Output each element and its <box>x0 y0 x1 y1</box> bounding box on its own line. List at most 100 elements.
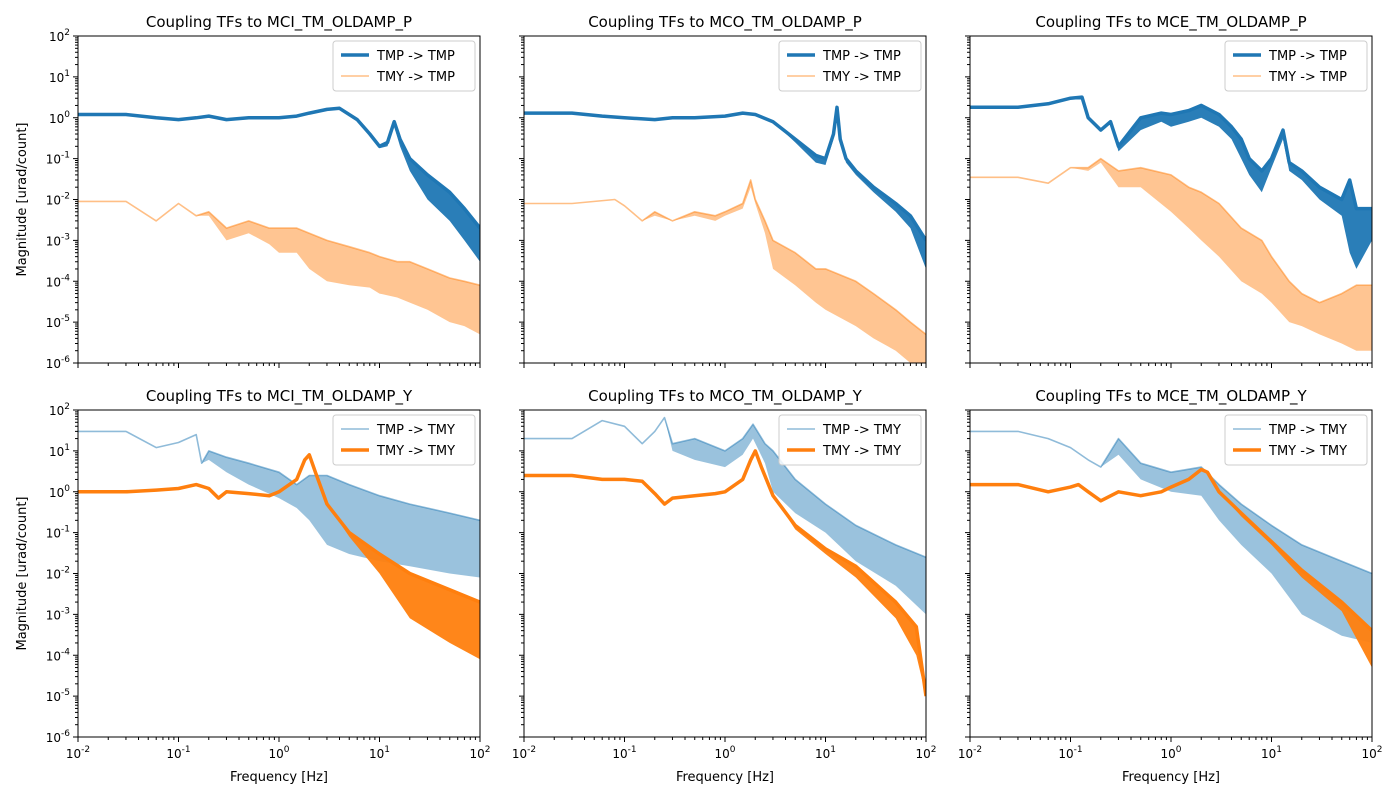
y-tick-label: 101 <box>49 69 70 85</box>
subplot-title: Coupling TFs to MCE_TM_OLDAMP_P <box>1035 13 1306 32</box>
series-2 <box>524 179 926 363</box>
series-line <box>970 95 1372 211</box>
x-tick-label: 10-2 <box>512 745 536 761</box>
series-line <box>970 157 1372 304</box>
series-1 <box>524 105 926 269</box>
y-tick-label: 10-4 <box>46 273 71 289</box>
x-tick-label: 102 <box>915 745 936 761</box>
subplot-3: Coupling TFs to MCE_TM_OLDAMP_P TMP -> TM… <box>965 13 1373 368</box>
legend-box <box>1224 414 1368 466</box>
legend-box <box>778 414 922 466</box>
y-tick-label: 102 <box>49 28 70 44</box>
series-band <box>970 158 1372 351</box>
legend: TMP -> TMY TMY -> TMY <box>1224 414 1368 466</box>
x-tick-label: 10-2 <box>66 745 90 761</box>
y-tick-label: 101 <box>49 443 70 459</box>
y-tick-label: 10-2 <box>46 566 70 582</box>
series-band <box>78 201 480 335</box>
series-band <box>78 431 480 578</box>
y-tick-label: 10-6 <box>46 729 71 745</box>
subplot-title: Coupling TFs to MCE_TM_OLDAMP_Y <box>1035 387 1307 406</box>
subplot-5: 10-2 10-1 100 101 102 Coupling TFs to MCO_TM_… <box>512 387 937 785</box>
series-line <box>524 179 926 336</box>
y-tick-label: 100 <box>49 110 70 126</box>
subplot-title: Coupling TFs to MCO_TM_OLDAMP_P <box>588 13 862 32</box>
y-tick-label: 10-5 <box>46 688 70 704</box>
legend-entry: TMY -> TMP <box>376 70 455 85</box>
series-band <box>970 431 1372 643</box>
x-axis-label: Frequency [Hz] <box>676 770 774 785</box>
x-axis-label: Frequency [Hz] <box>230 770 328 785</box>
x-tick-label: 101 <box>369 745 390 761</box>
series-line <box>970 467 1372 632</box>
x-tick-label: 10-2 <box>958 745 982 761</box>
legend: TMP -> TMP TMY -> TMP <box>778 40 922 92</box>
series-band <box>524 417 926 615</box>
series-1 <box>970 95 1372 269</box>
legend: TMP -> TMY TMY -> TMY <box>778 414 922 466</box>
y-tick-label: 10-2 <box>46 192 70 208</box>
series-band <box>524 107 926 269</box>
series-1 <box>78 430 480 578</box>
x-tick-label: 100 <box>268 745 289 761</box>
y-tick-label: 10-6 <box>46 355 71 371</box>
legend-entry: TMY -> TMY <box>1268 444 1347 459</box>
legend-entry: TMY -> TMY <box>376 444 455 459</box>
series-line <box>524 105 926 242</box>
legend-entry: TMY -> TMP <box>1268 70 1347 85</box>
subplot-title: Coupling TFs to MCO_TM_OLDAMP_Y <box>588 387 863 406</box>
y-tick-label: 10-3 <box>46 606 70 622</box>
series-line <box>970 430 1372 575</box>
series-line <box>78 430 480 522</box>
legend: TMP -> TMY TMY -> TMY <box>332 414 476 466</box>
x-tick-label: 10-1 <box>166 745 190 761</box>
y-tick-label: 10-3 <box>46 232 70 248</box>
subplot-title: Coupling TFs to MCI_TM_OLDAMP_Y <box>146 387 413 406</box>
y-tick-label: 10-1 <box>46 525 70 541</box>
y-axis-label: Magnitude [urad/count] <box>15 496 30 650</box>
series-line <box>524 416 926 558</box>
subplot-4: 10-2 10-1 100 101 102 10-6 10-5 10-4 10-3 10-2 10-… <box>15 387 491 785</box>
legend-box <box>332 414 476 466</box>
x-tick-label: 102 <box>469 745 490 761</box>
legend: TMP -> TMP TMY -> TMP <box>1224 40 1368 92</box>
y-tick-label: 10-4 <box>46 647 71 663</box>
legend-entry: TMY -> TMY <box>822 444 901 459</box>
x-tick-label: 10-1 <box>612 745 636 761</box>
series-line <box>78 200 480 286</box>
legend-entry: TMY -> TMP <box>822 70 901 85</box>
series-2 <box>78 200 480 335</box>
x-tick-label: 101 <box>1261 745 1282 761</box>
series-2 <box>524 449 926 697</box>
legend-entry: TMP -> TMY <box>1268 423 1347 438</box>
series-2 <box>78 453 480 660</box>
series-2 <box>970 157 1372 351</box>
series-1 <box>78 106 480 262</box>
series-1 <box>970 430 1372 643</box>
series-band <box>524 180 926 363</box>
legend-entry: TMP -> TMP <box>822 49 901 64</box>
y-axis-label: Magnitude [urad/count] <box>15 122 30 276</box>
series-line <box>78 453 480 604</box>
x-tick-label: 100 <box>714 745 735 761</box>
x-tick-label: 102 <box>1361 745 1382 761</box>
x-tick-label: 100 <box>1160 745 1181 761</box>
subplot-1: 10-6 10-5 10-4 10-3 10-2 10-1 100 101 102 Couplin… <box>15 13 481 371</box>
legend-entry: TMP -> TMP <box>1268 49 1347 64</box>
x-axis-label: Frequency [Hz] <box>1122 770 1220 785</box>
legend-entry: TMP -> TMY <box>822 423 901 438</box>
y-tick-label: 10-5 <box>46 314 70 330</box>
x-tick-label: 10-1 <box>1058 745 1082 761</box>
subplot-6: 10-2 10-1 100 101 102 Coupling TFs to MCE_TM_… <box>958 387 1383 785</box>
series-1 <box>524 416 926 615</box>
series-2 <box>970 467 1372 668</box>
legend: TMP -> TMP TMY -> TMP <box>332 40 476 92</box>
series-line <box>524 449 926 697</box>
series-line <box>78 106 480 230</box>
y-tick-label: 10-1 <box>46 151 70 167</box>
legend-entry: TMP -> TMY <box>376 423 455 438</box>
legend-entry: TMP -> TMP <box>376 49 455 64</box>
x-tick-label: 101 <box>815 745 836 761</box>
subplot-title: Coupling TFs to MCI_TM_OLDAMP_P <box>146 13 412 32</box>
